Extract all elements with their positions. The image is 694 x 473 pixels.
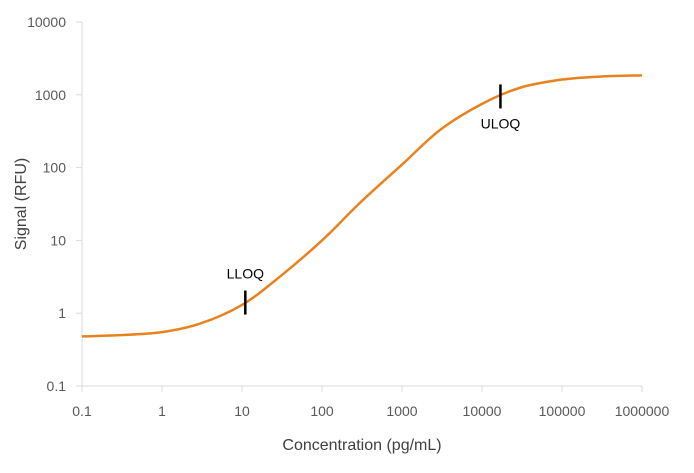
y-axis-title: Signal (RFU): [13, 158, 30, 250]
x-tick-label: 100: [310, 403, 334, 419]
x-tick-label: 10: [234, 403, 250, 419]
annotation-label: LLOQ: [227, 266, 264, 282]
x-tick-label: 10000: [463, 403, 502, 419]
x-tick-label: 0.1: [72, 403, 92, 419]
annotation-label: ULOQ: [481, 115, 521, 131]
y-tick-label: 10000: [27, 14, 66, 30]
x-tick-label: 1000000: [615, 403, 670, 419]
series-line: [81, 74, 643, 338]
y-tick-label: 10: [50, 232, 66, 248]
x-tick-label: 1000: [386, 403, 417, 419]
series-layer: [81, 74, 643, 338]
y-tick-label: 100: [43, 160, 67, 176]
y-axis-ticks: 0.1 1 10 100 1000 10000: [27, 14, 82, 394]
y-tick-label: 1: [58, 305, 66, 321]
x-tick-label: 1: [158, 403, 166, 419]
y-tick-label: 1000: [35, 87, 66, 103]
annotation-layer: LLOQ ULOQ: [227, 84, 521, 315]
x-axis-ticks: 0.1 1 10 100 1000 10000 100000 1000000: [72, 386, 669, 419]
x-axis-title: Concentration (pg/mL): [282, 437, 441, 454]
x-tick-label: 100000: [539, 403, 586, 419]
y-tick-label: 0.1: [47, 378, 67, 394]
